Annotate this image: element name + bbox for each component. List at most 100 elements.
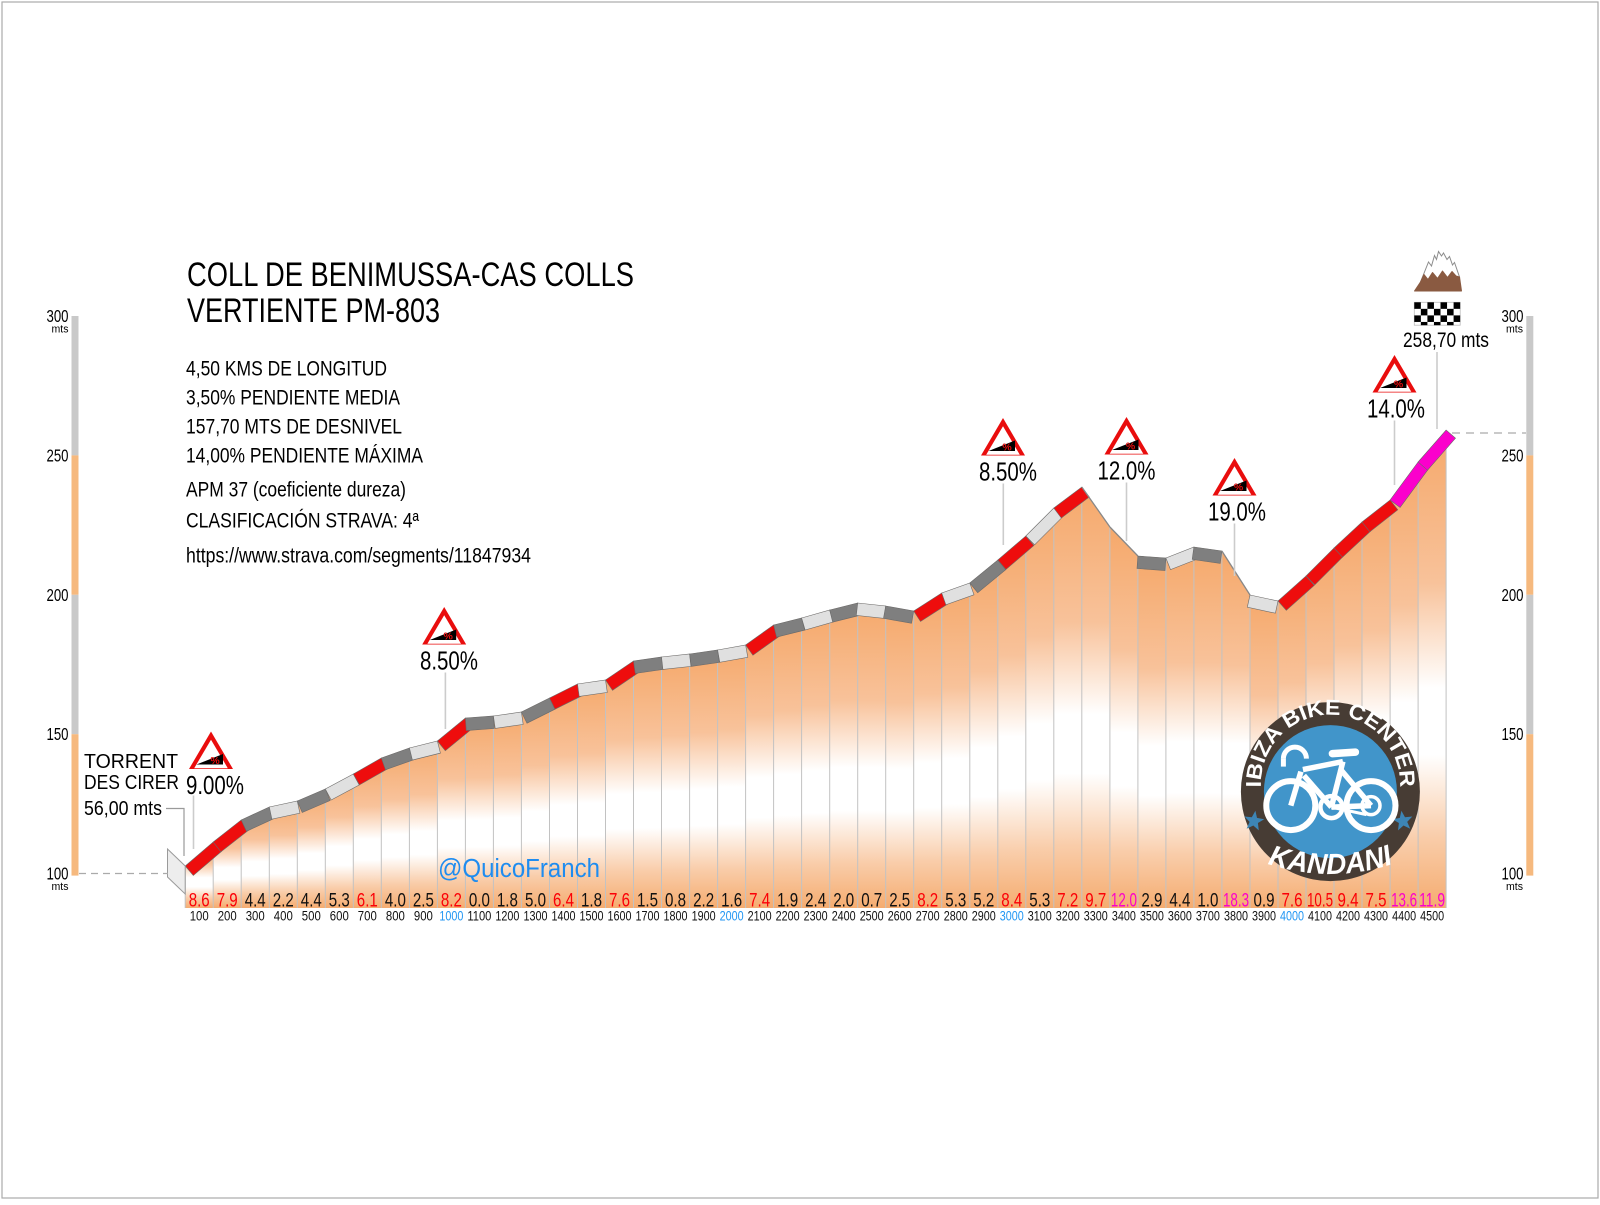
- svg-text:2100: 2100: [748, 909, 772, 924]
- svg-text:1000: 1000: [439, 909, 463, 924]
- svg-text:4500: 4500: [1420, 909, 1444, 924]
- svg-text:TORRENT: TORRENT: [84, 750, 178, 773]
- svg-text:56,00 mts: 56,00 mts: [84, 797, 162, 820]
- svg-text:6.4: 6.4: [553, 890, 574, 912]
- svg-text:VERTIENTE PM-803: VERTIENTE PM-803: [187, 292, 440, 330]
- svg-text:4.4: 4.4: [1169, 890, 1190, 912]
- svg-text:100: 100: [190, 909, 209, 924]
- svg-text:3900: 3900: [1252, 909, 1276, 924]
- svg-text:200: 200: [218, 909, 237, 924]
- svg-text:4400: 4400: [1392, 909, 1416, 924]
- svg-text:150: 150: [47, 724, 69, 744]
- svg-text:2.2: 2.2: [273, 890, 294, 912]
- svg-text:1.5: 1.5: [637, 890, 658, 912]
- svg-text:14,00% PENDIENTE MÁXIMA: 14,00% PENDIENTE MÁXIMA: [186, 445, 423, 468]
- svg-text:2500: 2500: [860, 909, 884, 924]
- svg-text:800: 800: [386, 909, 405, 924]
- svg-text:0.9: 0.9: [1254, 890, 1275, 912]
- svg-text:4100: 4100: [1308, 909, 1332, 924]
- svg-text:https://www.strava.com/segment: https://www.strava.com/segments/11847934: [186, 545, 531, 568]
- svg-text:3500: 3500: [1140, 909, 1164, 924]
- svg-text:8.50%: 8.50%: [979, 459, 1037, 487]
- svg-text:700: 700: [358, 909, 377, 924]
- svg-text:0.8: 0.8: [665, 890, 686, 912]
- svg-text:5.3: 5.3: [1029, 890, 1050, 912]
- svg-text:4300: 4300: [1364, 909, 1388, 924]
- svg-text:2.5: 2.5: [413, 890, 434, 912]
- svg-text:9.4: 9.4: [1338, 890, 1359, 912]
- svg-text:4200: 4200: [1336, 909, 1360, 924]
- svg-text:4000: 4000: [1280, 909, 1304, 924]
- svg-text:13.6: 13.6: [1391, 890, 1417, 912]
- svg-text:8.2: 8.2: [917, 890, 938, 912]
- svg-text:4.4: 4.4: [245, 890, 266, 912]
- svg-text:5.2: 5.2: [973, 890, 994, 912]
- svg-text:2600: 2600: [888, 909, 912, 924]
- svg-text:1500: 1500: [580, 909, 604, 924]
- svg-text:0.7: 0.7: [861, 890, 882, 912]
- svg-text:1800: 1800: [664, 909, 688, 924]
- svg-text:7.6: 7.6: [1282, 890, 1303, 912]
- svg-text:8.6: 8.6: [189, 890, 210, 912]
- svg-text:mts: mts: [1506, 881, 1523, 893]
- svg-text:2000: 2000: [720, 909, 744, 924]
- svg-text:400: 400: [274, 909, 293, 924]
- svg-text:1.8: 1.8: [497, 890, 518, 912]
- svg-text:2.9: 2.9: [1141, 890, 1162, 912]
- svg-text:3000: 3000: [1000, 909, 1024, 924]
- svg-text:3700: 3700: [1196, 909, 1220, 924]
- svg-text:1.6: 1.6: [721, 890, 742, 912]
- svg-text:1300: 1300: [524, 909, 548, 924]
- svg-text:mts: mts: [52, 324, 69, 336]
- svg-text:500: 500: [302, 909, 321, 924]
- svg-text:2.5: 2.5: [889, 890, 910, 912]
- svg-text:600: 600: [330, 909, 349, 924]
- svg-text:4.4: 4.4: [301, 890, 322, 912]
- svg-text:2900: 2900: [972, 909, 996, 924]
- svg-text:8.50%: 8.50%: [420, 648, 478, 676]
- svg-text:2400: 2400: [832, 909, 856, 924]
- svg-text:2.4: 2.4: [805, 890, 826, 912]
- svg-text:3200: 3200: [1056, 909, 1080, 924]
- svg-text:0.0: 0.0: [469, 890, 490, 912]
- svg-text:19.0%: 19.0%: [1208, 499, 1266, 527]
- svg-text:9.7: 9.7: [1085, 890, 1106, 912]
- svg-text:8.4: 8.4: [1001, 890, 1022, 912]
- svg-text:5.3: 5.3: [329, 890, 350, 912]
- svg-text:1.8: 1.8: [581, 890, 602, 912]
- svg-text:18.3: 18.3: [1223, 890, 1249, 912]
- svg-text:1.9: 1.9: [777, 890, 798, 912]
- svg-text:200: 200: [47, 585, 69, 605]
- svg-text:250: 250: [47, 445, 69, 465]
- svg-text:@QuicoFranch: @QuicoFranch: [438, 855, 600, 883]
- svg-text:14.0%: 14.0%: [1367, 396, 1425, 424]
- svg-text:1100: 1100: [467, 909, 491, 924]
- svg-text:300: 300: [246, 909, 265, 924]
- svg-text:2.0: 2.0: [833, 890, 854, 912]
- svg-text:2700: 2700: [916, 909, 940, 924]
- svg-text:100: 100: [1502, 864, 1524, 884]
- svg-text:200: 200: [1502, 585, 1524, 605]
- svg-text:mts: mts: [52, 881, 69, 893]
- svg-text:2800: 2800: [944, 909, 968, 924]
- svg-text:1200: 1200: [495, 909, 519, 924]
- svg-text:4,50 KMS DE LONGITUD: 4,50 KMS DE LONGITUD: [186, 358, 387, 381]
- svg-text:1400: 1400: [552, 909, 576, 924]
- svg-text:APM 37 (coeficiente dureza): APM 37 (coeficiente dureza): [186, 479, 406, 502]
- svg-text:3400: 3400: [1112, 909, 1136, 924]
- svg-text:5.0: 5.0: [525, 890, 546, 912]
- svg-text:2.2: 2.2: [693, 890, 714, 912]
- svg-text:5.3: 5.3: [945, 890, 966, 912]
- svg-text:3,50% PENDIENTE MEDIA: 3,50% PENDIENTE MEDIA: [186, 387, 400, 410]
- svg-text:3600: 3600: [1168, 909, 1192, 924]
- svg-text:300: 300: [1502, 306, 1524, 326]
- svg-text:2300: 2300: [804, 909, 828, 924]
- svg-text:12.0: 12.0: [1111, 890, 1137, 912]
- svg-text:4.0: 4.0: [385, 890, 406, 912]
- svg-text:9.00%: 9.00%: [186, 772, 244, 800]
- svg-text:mts: mts: [1506, 324, 1523, 336]
- svg-text:3300: 3300: [1084, 909, 1108, 924]
- svg-text:7.2: 7.2: [1057, 890, 1078, 912]
- svg-text:8.2: 8.2: [441, 890, 462, 912]
- svg-text:11.9: 11.9: [1419, 890, 1445, 912]
